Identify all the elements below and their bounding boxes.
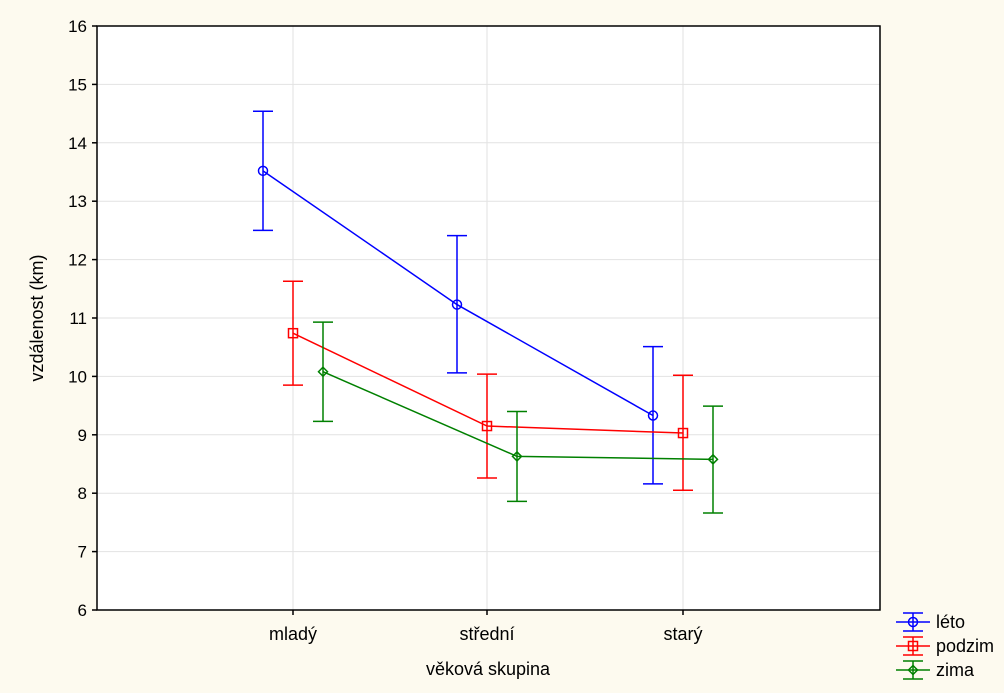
- legend-label: léto: [936, 612, 965, 632]
- data-point-marker: [907, 616, 919, 628]
- y-tick-label: 8: [78, 484, 87, 503]
- x-tick-label: starý: [663, 624, 702, 644]
- axes-layer: 6 7 8 9 10 11 12 13 14 15 16 mladý střední starý: [68, 17, 881, 644]
- legend-entry: léto: [896, 612, 965, 632]
- y-axis-label: vzdálenost (km): [27, 254, 47, 381]
- series-3: [313, 321, 723, 514]
- y-tick-label: 14: [68, 134, 87, 153]
- data-point-marker: [707, 453, 719, 465]
- legend: léto podzim zima: [896, 612, 994, 680]
- y-tick-label: 11: [69, 309, 87, 328]
- data-point-marker: [647, 410, 659, 421]
- data-point-marker: [907, 664, 919, 676]
- legend-entry: zima: [896, 660, 975, 680]
- series-1: [253, 110, 663, 485]
- data-point-marker: [481, 420, 493, 432]
- y-tick-label: 7: [78, 543, 87, 562]
- y-tick-label: 10: [68, 367, 87, 386]
- y-tick-label: 16: [68, 17, 87, 36]
- y-tick-label: 13: [68, 192, 87, 211]
- y-tick-label: 9: [78, 426, 87, 445]
- legend-label: zima: [936, 660, 975, 680]
- y-tick-label: 6: [78, 601, 87, 620]
- x-tick-label: střední: [459, 624, 514, 644]
- legend-entry: podzim: [896, 636, 994, 656]
- x-axis-label: věková skupina: [426, 659, 551, 679]
- data-point-marker: [511, 450, 523, 462]
- y-tick-label: 12: [68, 251, 87, 270]
- data-point-marker: [451, 299, 463, 310]
- grid-layer: [97, 26, 880, 610]
- legend-label: podzim: [936, 636, 994, 656]
- series-layer: [253, 110, 723, 514]
- data-point-marker: [907, 640, 919, 652]
- data-point-marker: [317, 366, 329, 378]
- data-point-marker: [257, 165, 269, 177]
- data-point-marker: [287, 327, 299, 339]
- data-point-marker: [677, 427, 689, 439]
- x-tick-label: mladý: [269, 624, 317, 644]
- series-2: [283, 280, 693, 492]
- y-tick-label: 15: [68, 75, 87, 94]
